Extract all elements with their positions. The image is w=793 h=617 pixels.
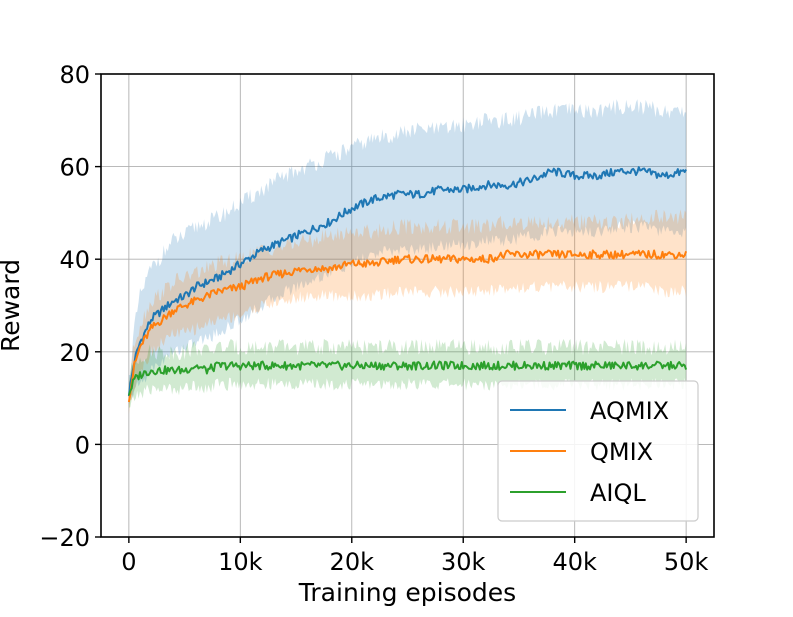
line-aqmix bbox=[127, 166, 687, 397]
x-tick-label: 40k bbox=[552, 548, 597, 576]
y-tick-label: −20 bbox=[39, 524, 90, 552]
legend-label-aqmix: AQMIX bbox=[590, 397, 669, 425]
legend-label-qmix: QMIX bbox=[590, 438, 653, 466]
legend-box bbox=[497, 380, 699, 522]
legend: AQMIX QMIX AIQL bbox=[497, 380, 699, 522]
y-tick-label: 0 bbox=[75, 431, 90, 459]
x-tick-label: 20k bbox=[330, 548, 375, 576]
line-qmix bbox=[127, 249, 688, 403]
axis-ticks: 0 10k 20k 30k 40k 50k −20 0 20 40 60 80 bbox=[39, 61, 708, 576]
x-tick-label: 50k bbox=[664, 548, 709, 576]
line-aiql bbox=[127, 360, 688, 396]
x-tick-label: 0 bbox=[121, 548, 136, 576]
band-qmix bbox=[128, 209, 687, 415]
y-tick-label: 20 bbox=[59, 339, 90, 367]
y-tick-label: 40 bbox=[59, 246, 90, 274]
band-aiql bbox=[128, 338, 687, 408]
x-axis-label: Training episodes bbox=[298, 578, 516, 607]
x-tick-label: 30k bbox=[441, 548, 486, 576]
y-axis-label: Reward bbox=[0, 259, 25, 352]
x-tick-label: 10k bbox=[218, 548, 263, 576]
series-lines bbox=[127, 166, 688, 403]
plot-frame bbox=[100, 73, 715, 538]
y-tick-label: 60 bbox=[59, 154, 90, 182]
y-tick-label: 80 bbox=[59, 61, 90, 89]
legend-label-aiql: AIQL bbox=[590, 479, 646, 507]
